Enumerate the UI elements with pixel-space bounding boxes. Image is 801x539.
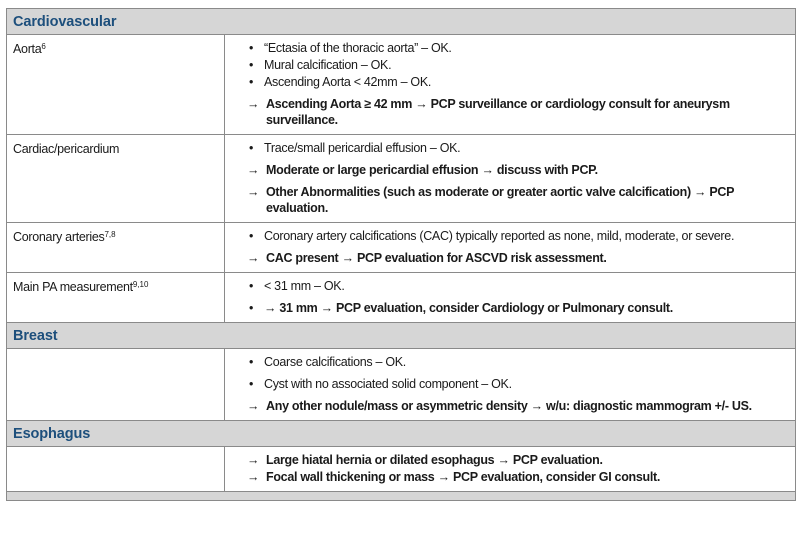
item-text: Other Abnormalities (such as moderate or… — [266, 185, 734, 215]
item-text: Moderate or large pericardial effusion →… — [266, 163, 598, 177]
item-text: Trace/small pericardial effusion – OK. — [264, 141, 461, 155]
arrow-icon: → — [247, 399, 260, 413]
findings-table: Cardiovascular Aorta6 • “Ectasia of the tho… — [6, 8, 796, 501]
arrow-icon: → — [247, 470, 260, 484]
row-label-cell: Coronary arteries7,8 — [6, 222, 225, 273]
list-item: • Ascending Aorta < 42mm – OK. — [247, 74, 789, 90]
bullet-icon: • — [249, 229, 254, 243]
footnote-ref: 9,10 — [132, 280, 149, 289]
footnote-ref: 7,8 — [104, 230, 116, 239]
list-item: → Focal wall thickening or mass → PCP eva… — [247, 469, 789, 485]
list-item: → Ascending Aorta ≥ 42 mm → PCP surveilla… — [247, 96, 789, 128]
guidance-cell: • Coarse calcifications – OK. • Cyst with n… — [224, 348, 796, 421]
bullet-icon: • — [249, 141, 254, 155]
list-item: • Mural calcification – OK. — [247, 57, 789, 73]
row-label-cell: Aorta6 — [6, 34, 225, 135]
list-item: • < 31 mm – OK. — [247, 278, 789, 294]
bullet-icon: • — [249, 279, 254, 293]
list-item: → Moderate or large pericardial effusion … — [247, 162, 789, 178]
guidance-cell: • Trace/small pericardial effusion – OK. →… — [224, 134, 796, 223]
item-text: Mural calcification – OK. — [264, 58, 392, 72]
bullet-icon: • — [249, 377, 254, 391]
table-row: Cardiac/pericardium • Trace/small pericard… — [6, 134, 796, 223]
guidance-cell: • Coronary artery calcifications (CAC) ty… — [224, 222, 796, 273]
item-text: < 31 mm – OK. — [264, 279, 345, 293]
item-text: Ascending Aorta ≥ 42 mm → PCP surveillan… — [266, 97, 730, 127]
section-title — [6, 491, 796, 501]
section-title: Breast — [6, 322, 796, 349]
list-item: • “Ectasia of the thoracic aorta” – OK. — [247, 40, 789, 56]
arrow-icon: → — [247, 97, 260, 111]
guidance-cell: → Large hiatal hernia or dilated esophagu… — [224, 446, 796, 492]
item-text: Ascending Aorta < 42mm – OK. — [264, 75, 432, 89]
table-row: Coronary arteries7,8 • Coronary artery cal… — [6, 222, 796, 273]
list-item: • Coronary artery calcifications (CAC) ty… — [247, 228, 789, 244]
guidance-cell: • “Ectasia of the thoracic aorta” – OK. • M… — [224, 34, 796, 135]
item-text: “Ectasia of the thoracic aorta” – OK. — [264, 41, 452, 55]
row-label-cell: Main PA measurement9,10 — [6, 272, 225, 323]
table-row: Main PA measurement9,10 • < 31 mm – OK. • → … — [6, 272, 796, 323]
list-item: → Any other nodule/mass or asymmetric den… — [247, 398, 789, 414]
item-text: Any other nodule/mass or asymmetric dens… — [266, 399, 752, 413]
item-text: Cyst with no associated solid component … — [264, 377, 512, 391]
bullet-icon: • — [249, 41, 254, 55]
table-row: • Coarse calcifications – OK. • Cyst with n… — [6, 348, 796, 421]
bullet-icon: • — [249, 301, 254, 315]
row-label-cell — [6, 348, 225, 421]
list-item: → CAC present → PCP evaluation for ASCVD … — [247, 250, 789, 266]
section-header: Cardiovascular — [6, 8, 796, 35]
item-text: Focal wall thickening or mass → PCP eval… — [266, 470, 661, 484]
list-item: → Large hiatal hernia or dilated esophagu… — [247, 452, 789, 468]
arrow-icon: → — [247, 453, 260, 467]
item-text: CAC present → PCP evaluation for ASCVD r… — [266, 251, 607, 265]
list-item: → Other Abnormalities (such as moderate o… — [247, 184, 789, 216]
arrow-icon: → — [247, 163, 260, 177]
table-row: Aorta6 • “Ectasia of the thoracic aorta” –… — [6, 34, 796, 135]
row-label: Aorta — [13, 42, 42, 56]
section-header: Esophagus — [6, 420, 796, 447]
row-label: Main PA measurement — [13, 280, 133, 294]
bullet-icon: • — [249, 58, 254, 72]
footnote-ref: 6 — [41, 42, 46, 51]
item-text: Large hiatal hernia or dilated esophagus… — [266, 453, 603, 467]
section-title: Esophagus — [6, 420, 796, 447]
next-section-header — [6, 491, 796, 501]
row-label: Cardiac/pericardium — [13, 142, 120, 156]
table-row: → Large hiatal hernia or dilated esophagu… — [6, 446, 796, 492]
section-title: Cardiovascular — [6, 8, 796, 35]
guidance-cell: • < 31 mm – OK. • → 31 mm → PCP evaluation,… — [224, 272, 796, 323]
list-item: • Trace/small pericardial effusion – OK. — [247, 140, 789, 156]
item-text: → 31 mm → PCP evaluation, consider Cardi… — [264, 301, 673, 315]
list-item: • Cyst with no associated solid component… — [247, 376, 789, 392]
item-text: Coarse calcifications – OK. — [264, 355, 406, 369]
section-header: Breast — [6, 322, 796, 349]
row-label-cell — [6, 446, 225, 492]
arrow-icon: → — [247, 251, 260, 265]
arrow-icon: → — [247, 185, 260, 199]
row-label-cell: Cardiac/pericardium — [6, 134, 225, 223]
row-label: Coronary arteries — [13, 230, 105, 244]
list-item: • Coarse calcifications – OK. — [247, 354, 789, 370]
list-item: • → 31 mm → PCP evaluation, consider Card… — [247, 300, 789, 316]
item-text: Coronary artery calcifications (CAC) typ… — [264, 229, 735, 243]
bullet-icon: • — [249, 75, 254, 89]
bullet-icon: • — [249, 355, 254, 369]
